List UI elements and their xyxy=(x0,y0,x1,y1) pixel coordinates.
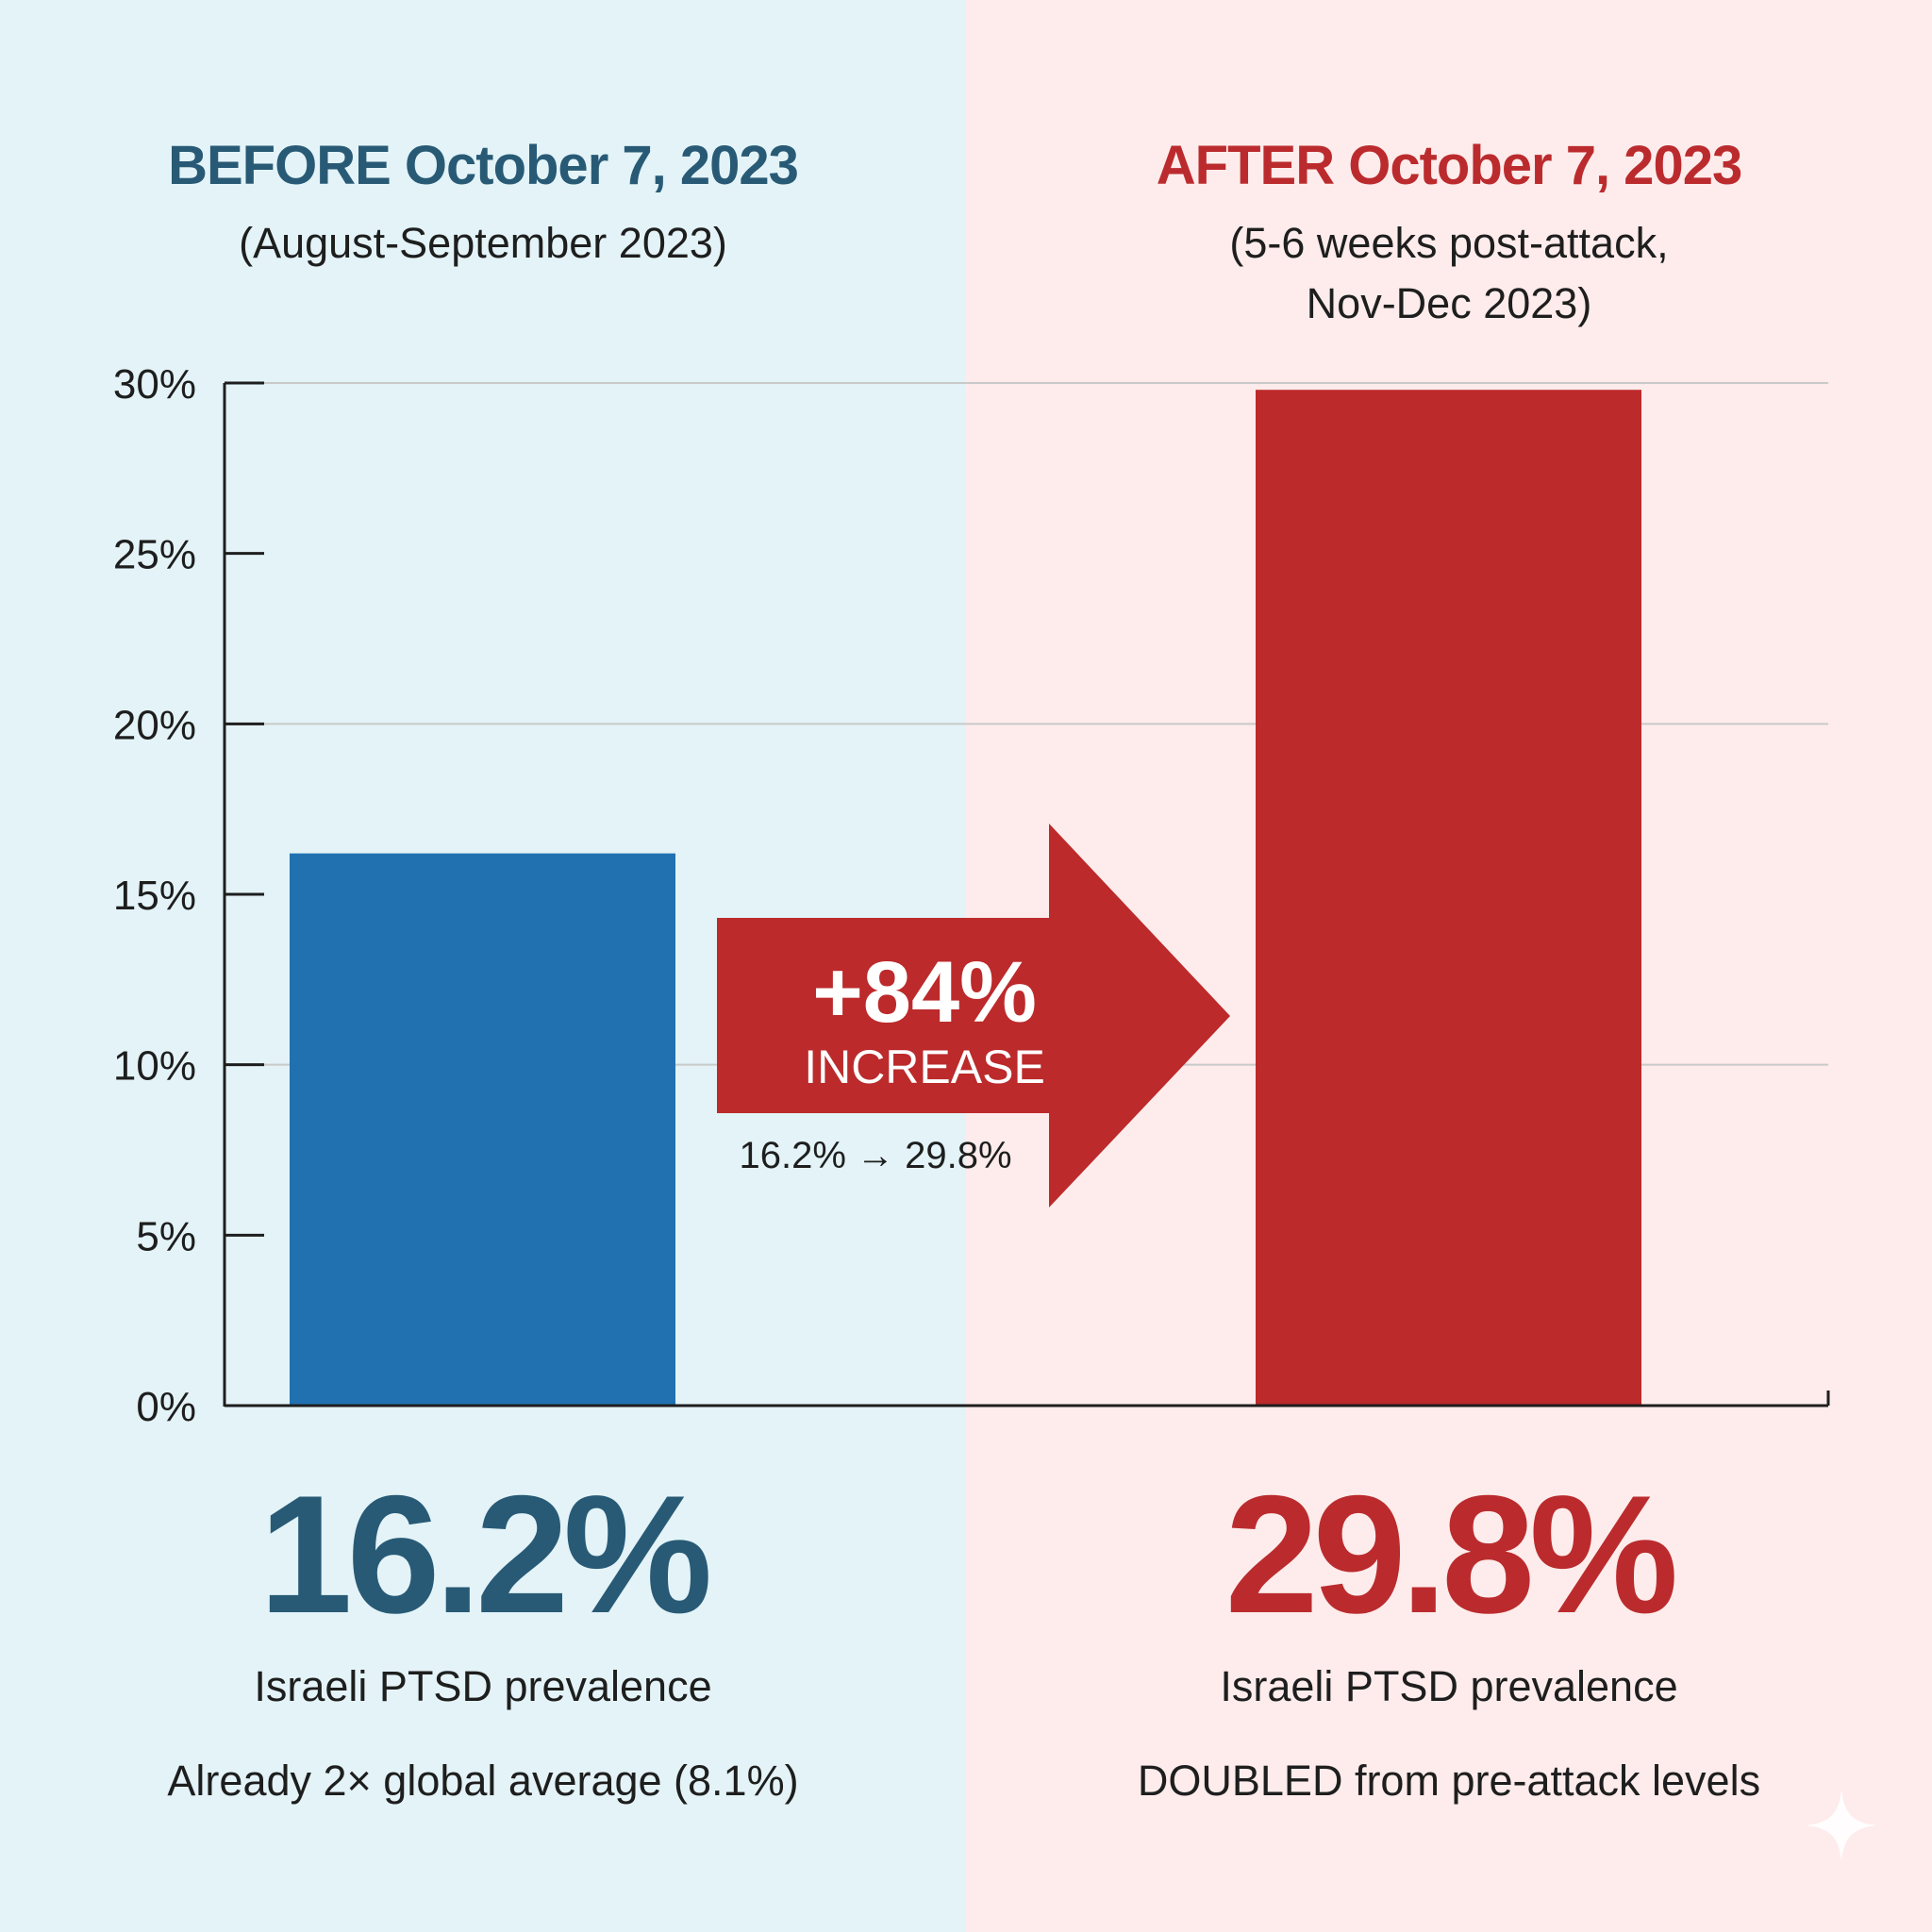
after-title: AFTER October 7, 2023 xyxy=(1156,135,1742,196)
after-subtitle-line2: Nov-Dec 2023) xyxy=(1306,279,1592,327)
before-caption: Israeli PTSD prevalence xyxy=(254,1662,712,1710)
increase-label: INCREASE xyxy=(804,1041,1045,1093)
before-value: 16.2% xyxy=(258,1460,713,1648)
after-value: 29.8% xyxy=(1224,1460,1679,1648)
before-note: Already 2× global average (8.1%) xyxy=(167,1757,799,1805)
y-ticks: 0% 5% 10% 15% 20% 25% 30% xyxy=(113,361,264,1430)
increase-percent: +84% xyxy=(812,944,1037,1041)
change-detail: 16.2% → 29.8% xyxy=(739,1135,1011,1176)
bar-before xyxy=(290,853,675,1406)
y-tick-label: 25% xyxy=(113,532,196,578)
bar-after xyxy=(1256,390,1641,1406)
before-subtitle: (August-September 2023) xyxy=(239,219,727,267)
after-caption: Israeli PTSD prevalence xyxy=(1220,1662,1678,1710)
y-tick-label: 0% xyxy=(136,1384,196,1430)
increase-arrow xyxy=(717,824,1230,1208)
after-subtitle-line1: (5-6 weeks post-attack, xyxy=(1229,219,1669,267)
increase-arrow-group: +84% INCREASE xyxy=(717,824,1230,1208)
y-tick-label: 30% xyxy=(113,361,196,408)
after-note: DOUBLED from pre-attack levels xyxy=(1137,1757,1761,1805)
bars xyxy=(290,390,1641,1406)
y-tick-label: 20% xyxy=(113,702,196,748)
y-tick-label: 15% xyxy=(113,873,196,919)
y-tick-label: 10% xyxy=(113,1043,196,1090)
before-title: BEFORE October 7, 2023 xyxy=(168,135,799,196)
sparkle-icon xyxy=(1806,1790,1877,1861)
y-tick-label: 5% xyxy=(136,1213,196,1259)
